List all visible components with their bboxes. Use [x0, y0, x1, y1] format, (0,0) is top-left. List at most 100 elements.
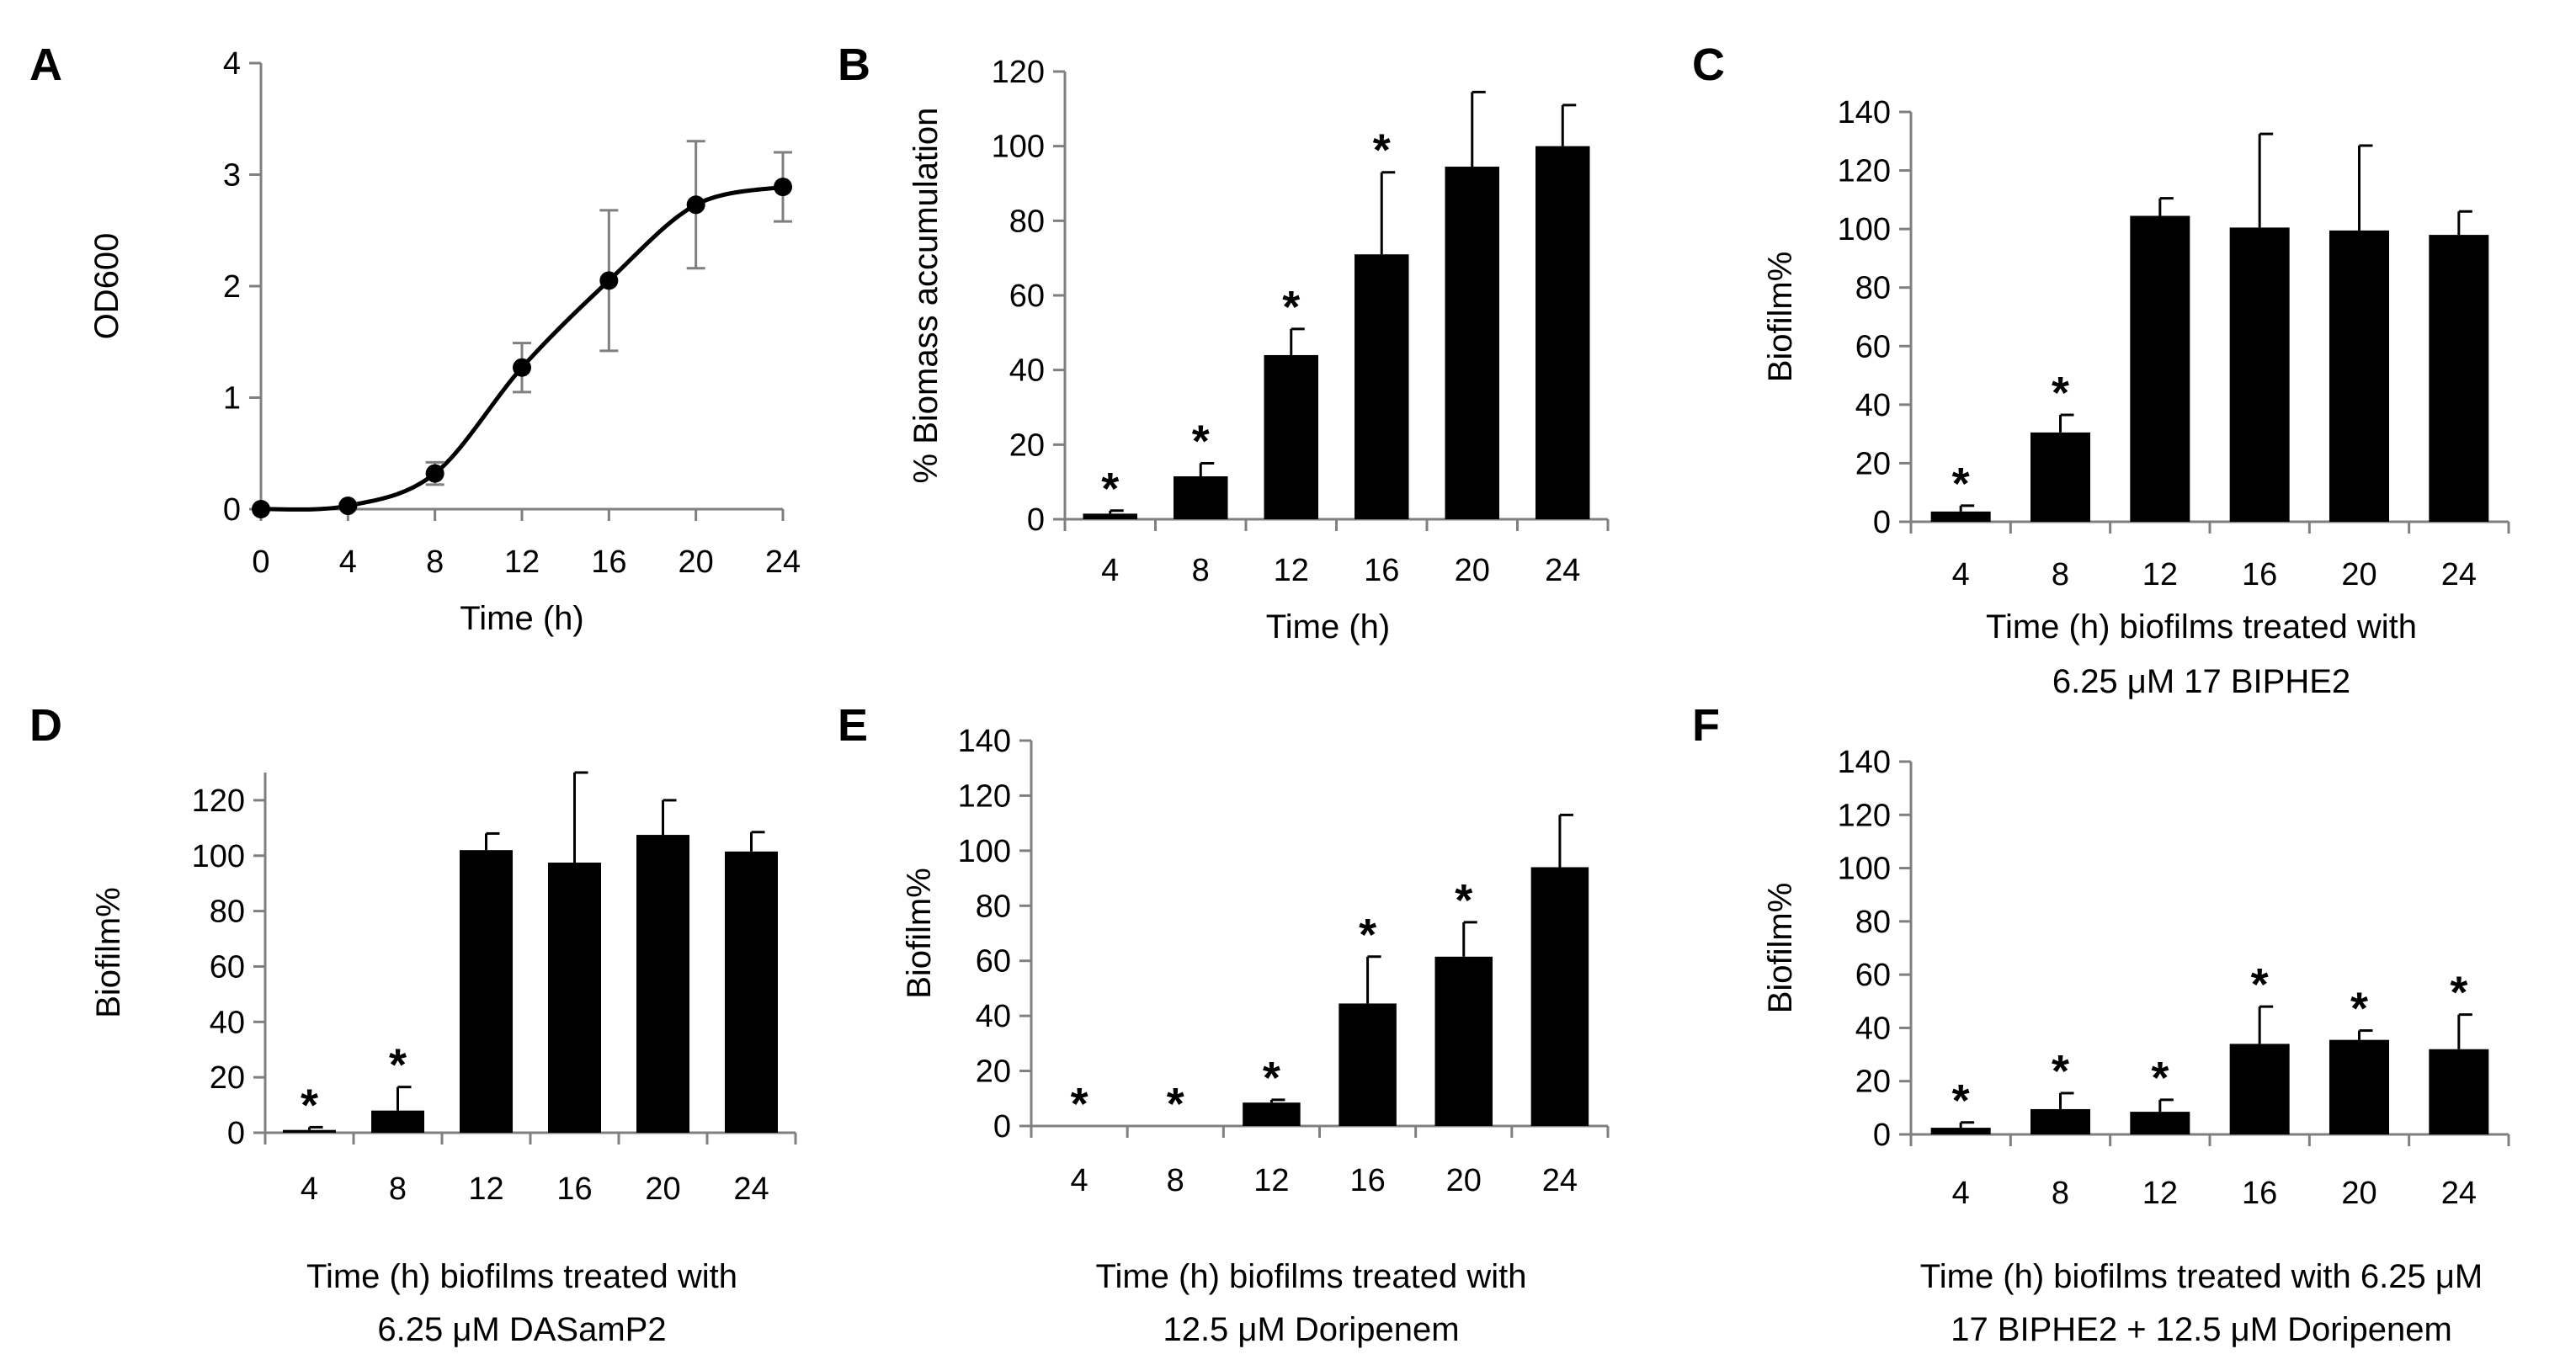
panel-letter: E	[838, 700, 868, 751]
x-axis-label: 6.25 μM DASamP2	[377, 1311, 666, 1348]
x-tick-label: 4	[1952, 557, 1970, 592]
significance-star: *	[1263, 1053, 1280, 1103]
x-tick-label: 8	[1192, 553, 1210, 588]
x-axis-label: 6.25 μM 17 BIPHE2	[2052, 663, 2350, 700]
y-axis-label: Biofilm%	[90, 887, 127, 1018]
panel-f: F 0 20 40 60 80 100 120 140 Biofilm% 4 * 8 * 12 * 16 * 20 *…	[1692, 700, 2510, 1348]
x-tick-label: 24	[765, 544, 801, 580]
x-tick-label: 12	[1274, 553, 1309, 588]
y-tick-label: 60	[210, 949, 245, 985]
x-axis-label: Time (h)	[1266, 608, 1390, 645]
y-tick-label: 60	[1855, 958, 1891, 993]
x-tick-label: 8	[1167, 1163, 1184, 1198]
y-tick-label: 140	[1838, 745, 1891, 780]
significance-star: *	[2052, 368, 2069, 418]
x-axis-label: Time (h) biofilms treated with 6.25 μM	[1920, 1258, 2483, 1295]
significance-star: *	[301, 1080, 318, 1130]
x-tick-label: 8	[2052, 1176, 2069, 1211]
x-tick-label: 16	[591, 544, 626, 580]
y-tick-label: 0	[1873, 505, 1891, 540]
y-axis-label: Biofilm%	[901, 868, 938, 999]
x-tick-label: 16	[556, 1171, 592, 1207]
y-tick-label: 120	[958, 778, 1011, 814]
x-axis-label: Time (h) biofilms treated with	[1096, 1258, 1527, 1295]
significance-star: *	[1455, 875, 1472, 926]
x-tick-label: 16	[1364, 553, 1399, 588]
x-tick-label: 8	[2052, 557, 2069, 592]
y-tick-label: 100	[958, 834, 1011, 869]
x-axis-label: 12.5 μM Doripenem	[1163, 1311, 1459, 1348]
y-tick-label: 0	[223, 492, 241, 528]
significance-star: *	[2052, 1046, 2069, 1097]
x-tick-label: 24	[1542, 1163, 1578, 1198]
x-tick-label: 12	[2142, 557, 2178, 592]
y-tick-label: 100	[992, 130, 1045, 165]
y-tick-label: 120	[1838, 798, 1891, 833]
y-tick-label: 120	[192, 783, 245, 819]
x-tick-label: 24	[2441, 1176, 2477, 1211]
bar	[1339, 1003, 1397, 1126]
y-tick-label: 0	[1027, 502, 1045, 538]
x-tick-label: 20	[679, 544, 714, 580]
significance-star: *	[389, 1040, 407, 1091]
y-tick-label: 80	[1855, 905, 1891, 940]
bar	[1083, 513, 1137, 519]
bar	[371, 1110, 424, 1133]
y-tick-label: 0	[993, 1109, 1011, 1145]
y-tick-label: 80	[210, 895, 245, 930]
bar	[2329, 230, 2389, 522]
y-tick-label: 40	[976, 999, 1011, 1034]
x-tick-label: 24	[2441, 557, 2477, 592]
x-tick-label: 24	[1545, 553, 1580, 588]
significance-star: *	[1952, 1076, 1970, 1126]
significance-star: *	[1359, 910, 1376, 960]
x-tick-label: 24	[733, 1171, 769, 1207]
significance-star: *	[1192, 417, 1210, 467]
y-tick-label: 60	[1855, 329, 1891, 364]
x-axis-label: Time (h)	[460, 600, 583, 637]
bar	[1243, 1102, 1301, 1126]
y-tick-label: 0	[227, 1116, 245, 1151]
bar	[548, 863, 601, 1133]
y-tick-label: 100	[192, 839, 245, 874]
bar	[1355, 254, 1409, 519]
x-axis-label: Time (h) biofilms treated with	[1986, 608, 2417, 645]
bar	[2030, 1108, 2090, 1134]
significance-star: *	[1167, 1079, 1184, 1129]
panel-letter: C	[1692, 40, 1725, 90]
y-tick-label: 20	[1855, 1065, 1891, 1100]
y-tick-label: 0	[1873, 1118, 1891, 1153]
bar	[1174, 476, 1228, 519]
bar	[2229, 227, 2290, 522]
y-tick-label: 80	[1009, 204, 1045, 239]
bar	[2030, 432, 2090, 522]
y-tick-label: 100	[1838, 852, 1891, 887]
significance-star: *	[2450, 968, 2467, 1018]
y-tick-label: 20	[1855, 446, 1891, 481]
bar	[2329, 1039, 2389, 1134]
bar	[2429, 235, 2489, 522]
bar	[1930, 511, 1991, 522]
x-tick-label: 20	[2341, 557, 2376, 592]
bar	[725, 851, 778, 1133]
x-tick-label: 12	[504, 544, 540, 580]
x-tick-label: 4	[1101, 553, 1119, 588]
bar	[460, 850, 513, 1133]
data-point	[513, 358, 531, 377]
bar	[1930, 1128, 1991, 1134]
bar	[2130, 215, 2190, 522]
x-tick-label: 16	[1349, 1163, 1385, 1198]
y-axis-label: % Biomass accumulation	[907, 108, 945, 484]
y-tick-label: 100	[1838, 212, 1891, 247]
bar	[1535, 146, 1590, 519]
panel-d: D 0 20 40 60 80 100 120 Biofilm% 4 * 8 * 12 16 20 24 Time…	[29, 700, 797, 1348]
x-tick-label: 20	[645, 1171, 680, 1207]
data-point	[425, 464, 444, 483]
bar	[1445, 167, 1499, 520]
x-tick-label: 12	[2142, 1176, 2178, 1211]
data-point	[599, 271, 619, 290]
x-tick-label: 16	[2242, 1176, 2277, 1211]
bar	[2130, 1112, 2190, 1134]
